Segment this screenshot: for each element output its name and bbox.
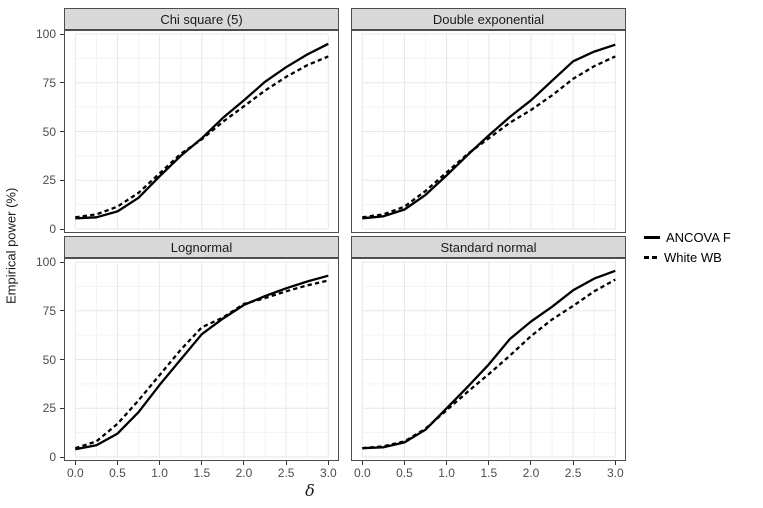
x-tick-label: 3.0 [606,466,624,480]
facet-strip-standard-normal: Standard normal [351,236,626,258]
series-line-white-wb [75,55,329,219]
y-tick-label: 25 [42,401,56,416]
series-line-ancova-f [75,274,329,451]
x-tick-mark [530,461,532,465]
y-tick-mark [60,131,64,132]
x-tick-label: 1.0 [151,466,168,480]
x-tick-label: 0.5 [109,466,126,480]
y-tick-mark [60,179,64,181]
x-tick-mark [201,461,203,465]
y-tick-label: 100 [35,255,56,269]
series-line-ancova-f [362,43,616,220]
facet-strip-lognormal: Lognormal [64,236,339,258]
legend-key-dashed-line-icon [644,255,658,259]
legend-label-white-wb: White WB [664,249,722,265]
x-tick-label: 0.0 [353,466,371,480]
y-tick-mark [60,310,64,312]
x-tick-label: 2.5 [564,466,582,480]
x-tick-label: 3.0 [319,466,337,480]
facet-panel-double-exponential [351,30,626,233]
y-tick-mark [60,82,64,84]
legend-item-white-wb: White WB [644,247,731,267]
x-tick-mark [327,461,329,465]
x-tick-label: 1.5 [480,466,498,480]
x-tick-mark [488,461,490,465]
y-tick-label: 25 [42,173,56,188]
facet-strip-chi-square-5: Chi square (5) [64,8,339,30]
series-line-ancova-f [362,269,616,450]
facet-panel-lognormal [64,258,339,461]
x-tick-mark [285,461,287,465]
x-tick-mark [116,461,118,465]
y-tick-mark [60,33,64,35]
series-line-white-wb [362,55,616,219]
x-tick-mark [159,461,161,465]
x-tick-mark [614,461,616,465]
x-tick-label: 2.0 [235,466,253,480]
legend: ANCOVA F White WB [644,227,731,267]
series-line-white-wb [74,279,329,450]
series-line-white-wb [362,278,616,450]
facet-title-standard-normal: Standard normal [440,239,537,255]
facet-strip-double-exponential: Double exponential [351,8,626,30]
x-tick-label: 2.5 [277,466,295,480]
y-tick-label: 0 [49,450,56,464]
x-tick-label: 0.0 [66,466,84,480]
x-tick-label: 2.0 [522,466,540,480]
y-tick-label: 75 [42,75,56,90]
x-tick-mark [403,461,405,465]
y-tick-label: 50 [42,124,56,139]
y-tick-mark [60,228,64,230]
y-tick-label: 0 [49,222,56,236]
facet-title-chi-square-5: Chi square (5) [160,11,243,27]
y-tick-mark [60,359,64,360]
x-tick-label: 1.5 [193,466,211,480]
facet-panel-standard-normal [351,258,626,461]
x-tick-mark [572,461,574,465]
y-tick-mark [60,261,64,263]
x-tick-label: 1.0 [438,466,455,480]
legend-label-ancova-f: ANCOVA F [666,229,731,245]
facet-title-lognormal: Lognormal [170,239,233,255]
facet-title-double-exponential: Double exponential [432,11,545,27]
y-tick-mark [60,407,64,409]
legend-item-ancova-f: ANCOVA F [644,227,731,247]
y-tick-label: 50 [42,352,56,367]
x-tick-label: 0.5 [396,466,413,480]
x-tick-mark [446,461,448,465]
y-axis-title: Empirical power (%) [3,187,19,304]
legend-key-solid-line-icon [644,235,660,239]
y-tick-mark [60,456,64,458]
x-tick-mark [74,461,76,465]
y-tick-label: 100 [35,27,56,41]
x-axis-title: δ [305,481,315,500]
x-tick-mark [243,461,245,465]
x-tick-mark [361,461,363,465]
y-tick-label: 75 [42,303,56,318]
facet-panel-chi-square-5 [64,30,339,233]
